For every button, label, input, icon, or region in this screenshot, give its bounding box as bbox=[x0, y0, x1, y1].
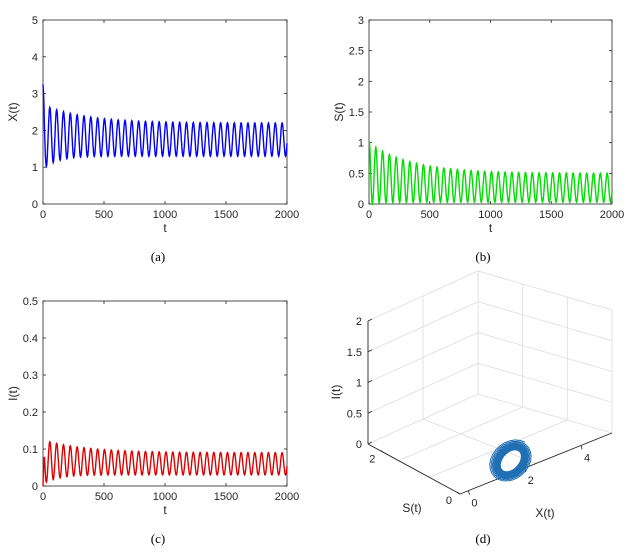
s-tick-mark bbox=[380, 450, 384, 453]
series-line-S(t) bbox=[368, 142, 613, 207]
series-line-I(t) bbox=[42, 440, 288, 487]
x-tick-label: 0 bbox=[366, 209, 372, 221]
x-tick-label: 1500 bbox=[214, 209, 238, 221]
panel-caption: (a) bbox=[151, 249, 165, 264]
z-tick-mark bbox=[367, 410, 373, 414]
y-tick-label: 2 bbox=[32, 125, 38, 137]
s-tick-mark bbox=[456, 491, 461, 495]
x-tick-label: 2000 bbox=[275, 491, 299, 503]
y-tick-label: 1.5 bbox=[349, 107, 364, 119]
y-axis-label: X(t) bbox=[6, 102, 20, 121]
panel-c: 0 500 1000 1500 2000 0 0.1 0.2 0.3 0.4 0.5 t I(t) (c) bbox=[6, 296, 299, 546]
x-tick-label: 1000 bbox=[153, 491, 177, 503]
x-tick-mark bbox=[468, 490, 470, 495]
axis-x bbox=[459, 432, 613, 495]
plot-frame bbox=[42, 19, 288, 205]
grid-line bbox=[477, 393, 613, 434]
z-tick-label: 2 bbox=[356, 316, 362, 328]
series-line-X(t) bbox=[42, 84, 288, 169]
y-tick-label: 0.5 bbox=[23, 296, 38, 308]
y-tick-label: 2 bbox=[358, 76, 364, 88]
x-tick-label: 4 bbox=[584, 452, 590, 464]
y-tick-label: 1 bbox=[358, 138, 364, 150]
panel-caption: (d) bbox=[475, 531, 490, 546]
y-axis-label: I(t) bbox=[6, 386, 20, 401]
x-tick-label: 0 bbox=[471, 498, 477, 510]
x-tick-label: 500 bbox=[421, 209, 439, 221]
y-tick-label: 0 bbox=[32, 481, 38, 493]
x-axis-label: t bbox=[489, 221, 493, 235]
x-tick-label: 1500 bbox=[214, 491, 238, 503]
z-tick-label: 0.5 bbox=[347, 408, 362, 420]
z-axis-label: I(t) bbox=[329, 385, 343, 400]
z-tick-label: 1 bbox=[356, 378, 362, 390]
s-tick-label: 2 bbox=[369, 453, 375, 465]
panel-caption: (c) bbox=[151, 531, 165, 546]
s-axis-label: S(t) bbox=[402, 501, 421, 515]
panel-b: 0 500 1000 1500 2000 0 0.5 1 1.5 2 2.5 3 t S(t) (b) bbox=[332, 15, 624, 264]
grid-line bbox=[477, 270, 613, 311]
z-tick-label: 0 bbox=[356, 439, 362, 451]
z-tick-label: 1.5 bbox=[347, 347, 362, 359]
x-tick-label: 0 bbox=[40, 491, 46, 503]
y-axis-label: S(t) bbox=[332, 102, 346, 121]
x-tick-label: 1500 bbox=[539, 209, 563, 221]
x-axis-label: X(t) bbox=[535, 506, 554, 520]
x-tick-label: 0 bbox=[40, 209, 46, 221]
y-tick-label: 5 bbox=[32, 15, 38, 27]
y-tick-label: 0.2 bbox=[23, 407, 38, 419]
y-tick-label: 1 bbox=[32, 162, 38, 174]
y-tick-label: 0 bbox=[358, 199, 364, 211]
x-tick-mark bbox=[580, 445, 583, 450]
grid-line bbox=[477, 301, 613, 342]
z-tick-mark bbox=[367, 318, 373, 322]
x-axis-label: t bbox=[163, 221, 167, 235]
x-tick-label: 2 bbox=[528, 475, 534, 487]
y-tick-label: 0.1 bbox=[23, 444, 38, 456]
z-tick-mark bbox=[367, 349, 373, 353]
y-tick-label: 2.5 bbox=[349, 46, 364, 58]
y-tick-label: 4 bbox=[32, 52, 38, 64]
grid-line bbox=[477, 362, 613, 403]
x-tick-label: 2000 bbox=[600, 209, 624, 221]
y-tick-label: 0.3 bbox=[23, 370, 38, 382]
x-tick-label: 1000 bbox=[153, 209, 177, 221]
z-tick-mark bbox=[367, 380, 373, 383]
y-tick-label: 0.4 bbox=[23, 333, 38, 345]
y-tick-label: 0.5 bbox=[349, 168, 364, 180]
y-tick-label: 3 bbox=[32, 89, 38, 101]
orbit-line bbox=[489, 439, 532, 482]
z-tick-mark bbox=[367, 441, 373, 445]
y-tick-label: 0 bbox=[32, 199, 38, 211]
x-tick-label: 500 bbox=[95, 209, 113, 221]
x-axis-label: t bbox=[163, 503, 167, 517]
x-tick-label: 500 bbox=[95, 491, 113, 503]
grid-line bbox=[422, 418, 537, 464]
y-tick-label: 3 bbox=[358, 15, 364, 27]
x-tick-label: 1000 bbox=[478, 209, 502, 221]
s-tick-label: 0 bbox=[446, 495, 452, 507]
grid-line bbox=[477, 332, 613, 372]
panel-a: 0 500 1000 1500 2000 0 1 2 3 4 5 t X(t) (a) bbox=[6, 15, 299, 264]
x-tick-label: 2000 bbox=[275, 209, 299, 221]
panel-caption: (b) bbox=[475, 249, 490, 264]
